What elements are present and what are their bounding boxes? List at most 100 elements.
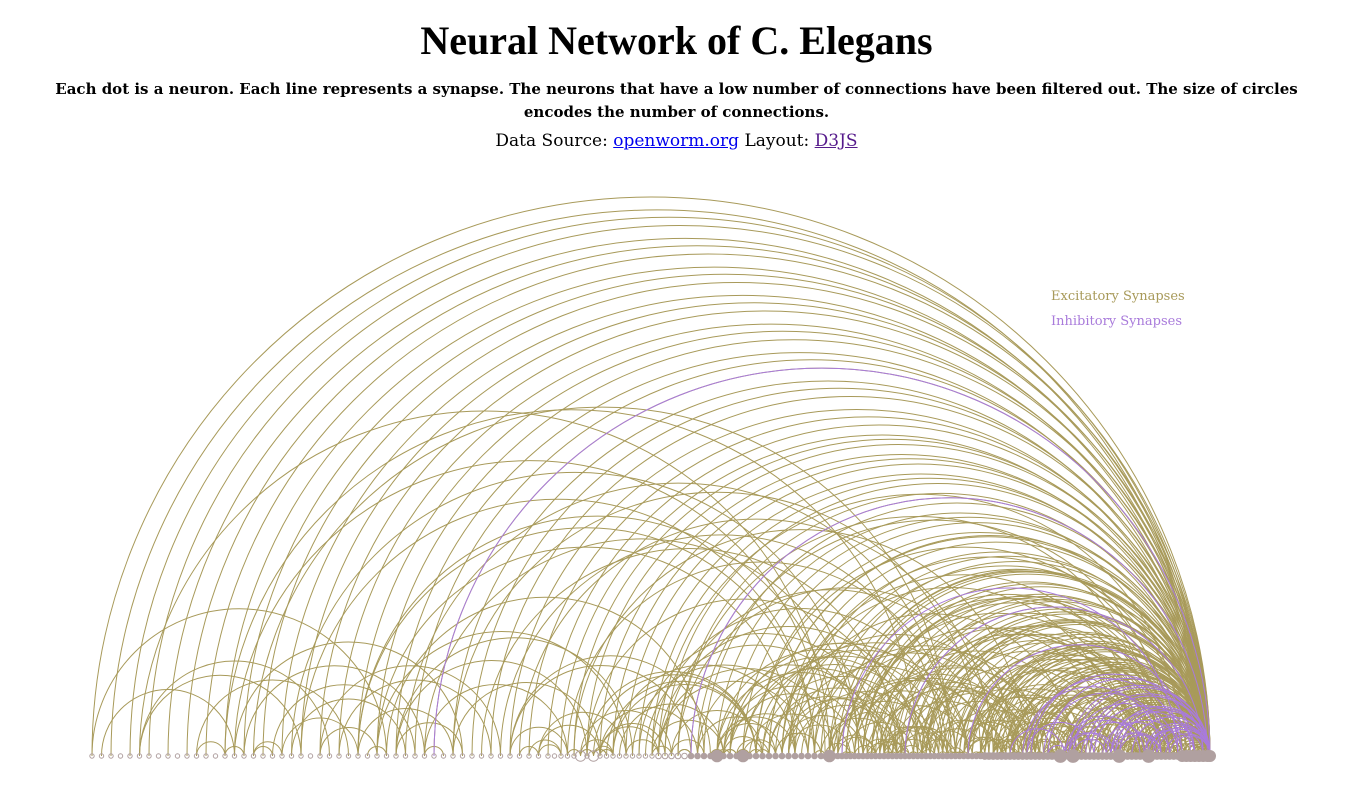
neuron-node[interactable] (623, 753, 629, 759)
neuron-node[interactable] (345, 753, 352, 759)
neuron-node[interactable] (431, 753, 437, 759)
neuron-node[interactable] (469, 753, 475, 759)
neuron-node[interactable] (336, 753, 342, 759)
synapse-arc (319, 727, 378, 757)
neuron-node[interactable] (811, 752, 818, 760)
neuron-node[interactable] (288, 753, 295, 759)
neuron-node[interactable] (545, 753, 551, 759)
neuron-node[interactable] (778, 752, 786, 760)
synapse-arc (716, 512, 1204, 757)
neuron-node[interactable] (752, 752, 760, 760)
neuron-node[interactable] (526, 753, 532, 759)
neuron-node[interactable] (587, 750, 600, 762)
neuron-node[interactable] (629, 753, 636, 759)
neuron-node[interactable] (798, 752, 805, 760)
neuron-node[interactable] (674, 752, 682, 760)
synapse-arc (828, 700, 940, 757)
neuron-node[interactable] (785, 752, 792, 760)
neuron-node[interactable] (726, 752, 734, 760)
openworm-link[interactable]: openworm.org (613, 131, 740, 151)
neuron-node[interactable] (374, 753, 380, 759)
neuron-node[interactable] (584, 753, 590, 759)
neuron-node[interactable] (364, 753, 371, 759)
neuron-node[interactable] (516, 753, 523, 759)
neuron-node[interactable] (260, 753, 266, 759)
neuron-node[interactable] (146, 753, 152, 759)
neuron-node[interactable] (804, 752, 812, 760)
neuron-node[interactable] (250, 753, 257, 759)
synapse-arc (862, 738, 898, 757)
neuron-node[interactable] (1204, 750, 1216, 762)
neuron-node[interactable] (459, 753, 466, 759)
synapse-arc (101, 689, 235, 757)
synapse-arc (933, 642, 1162, 757)
neuron-node[interactable] (326, 753, 333, 759)
synapse-arc (742, 739, 776, 757)
neuron-node[interactable] (117, 753, 124, 759)
neuron-node[interactable] (440, 753, 447, 759)
neuron-node[interactable] (564, 753, 571, 759)
neuron-node[interactable] (746, 752, 753, 760)
neuron-node[interactable] (610, 753, 616, 759)
neuron-node[interactable] (636, 753, 642, 759)
neuron-node[interactable] (687, 752, 695, 760)
neuron-node[interactable] (535, 753, 542, 759)
d3js-link[interactable]: D3JS (814, 131, 858, 151)
synapse-arc (405, 482, 952, 757)
neuron-node[interactable] (222, 753, 228, 759)
page-subtitle: Each dot is a neuron. Each line represen… (55, 80, 1298, 121)
neuron-node[interactable] (203, 753, 209, 759)
neuron-node[interactable] (488, 753, 494, 759)
neuron-node[interactable] (694, 752, 701, 760)
synapse-arc (833, 734, 877, 757)
neuron-node[interactable] (165, 753, 171, 759)
neuron-node[interactable] (98, 753, 105, 759)
neuron-node[interactable] (642, 753, 649, 759)
neuron-node[interactable] (421, 753, 428, 759)
neuron-node[interactable] (507, 753, 513, 759)
neuron-node[interactable] (193, 753, 200, 759)
neuron-node[interactable] (383, 753, 390, 759)
neuron-node[interactable] (212, 753, 219, 759)
neuron-node[interactable] (155, 753, 162, 759)
neuron-node[interactable] (661, 752, 669, 760)
synapse-arc (612, 458, 1208, 757)
neuron-node[interactable] (478, 753, 485, 759)
neuron-node[interactable] (241, 753, 247, 759)
neuron-node[interactable] (307, 753, 314, 759)
neuron-node[interactable] (450, 753, 456, 759)
neuron-node[interactable] (108, 753, 114, 759)
neuron-node[interactable] (269, 753, 276, 759)
neuron-node[interactable] (791, 752, 799, 760)
neuron-node[interactable] (402, 753, 409, 759)
neuron-node[interactable] (184, 753, 190, 759)
neuron-node[interactable] (759, 752, 766, 760)
neuron-node[interactable] (571, 753, 577, 759)
neuron-node[interactable] (597, 753, 603, 759)
neuron-node[interactable] (551, 753, 558, 759)
neuron-node[interactable] (298, 753, 304, 759)
neuron-node[interactable] (574, 750, 587, 762)
neuron-node[interactable] (720, 752, 727, 760)
neuron-node[interactable] (136, 753, 143, 759)
neuron-node[interactable] (174, 753, 181, 759)
neuron-node[interactable] (772, 752, 779, 760)
neuron-node[interactable] (393, 753, 399, 759)
neuron-node[interactable] (668, 752, 675, 760)
neuron-node[interactable] (649, 753, 655, 759)
neuron-node[interactable] (655, 752, 662, 760)
neuron-node[interactable] (603, 753, 610, 759)
neuron-node[interactable] (681, 752, 688, 760)
neuron-node[interactable] (558, 753, 564, 759)
neuron-node[interactable] (127, 753, 133, 759)
neuron-node[interactable] (279, 753, 285, 759)
neuron-node[interactable] (497, 753, 504, 759)
neuron-node[interactable] (355, 753, 361, 759)
neuron-node[interactable] (89, 753, 95, 759)
neuron-node[interactable] (231, 753, 238, 759)
neuron-node[interactable] (700, 752, 708, 760)
neuron-node[interactable] (765, 752, 773, 760)
neuron-node[interactable] (317, 753, 323, 759)
neuron-node[interactable] (616, 753, 623, 759)
neuron-node[interactable] (412, 753, 418, 759)
